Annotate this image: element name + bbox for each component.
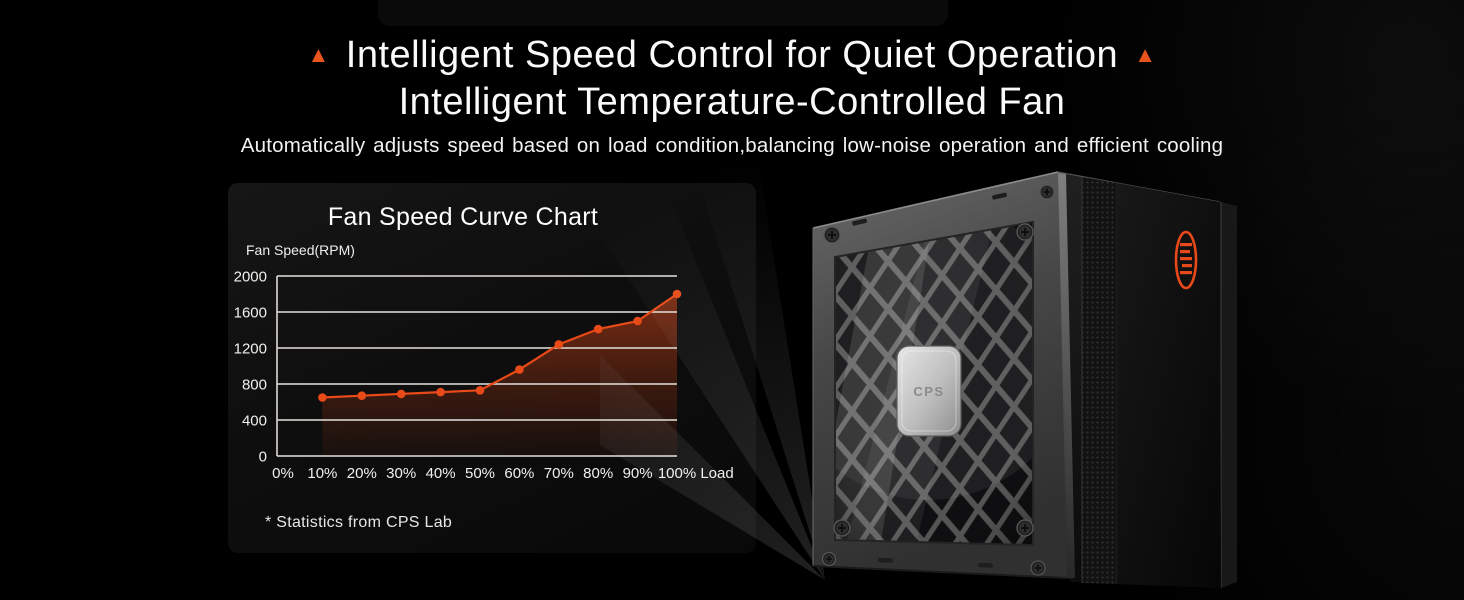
screw-icon: [1016, 223, 1034, 241]
ray: [600, 355, 825, 580]
area-fill: [322, 294, 677, 456]
x-tick-label: 80%: [583, 465, 613, 482]
edge-line: [1057, 171, 1221, 203]
ray: [685, 140, 825, 580]
y-tick-label: 1200: [234, 341, 267, 358]
chart-panel: Fan Speed Curve Chart Fan Speed(RPM) 0 40…: [228, 183, 756, 553]
slot: [992, 192, 1007, 200]
fan-speed-line-chart: 0 400 800 1200 1600 2000 0% 10% 20% 30% 40% 50% 60% 7…: [234, 269, 734, 483]
badge-text: CPS: [913, 384, 944, 399]
light-rays: [600, 140, 825, 580]
data-point-marker: [357, 391, 367, 400]
data-point-marker: [318, 393, 327, 402]
x-tick-label: 50%: [465, 465, 495, 482]
psu-back-edge: [1221, 202, 1237, 588]
y-tick-label: 1600: [234, 305, 267, 322]
triangle-icon-right: ▲: [1134, 42, 1157, 67]
page-title-text: Intelligent Speed Control for Quiet Oper…: [345, 34, 1119, 76]
y-tick-label: 800: [242, 377, 267, 394]
x-tick-label: 20%: [347, 465, 377, 482]
psu-vent-strip: [1082, 177, 1117, 584]
x-tick-label: 0%: [272, 465, 294, 482]
screw-icon: [821, 551, 837, 567]
x-tick-label: 70%: [544, 465, 574, 482]
x-tick-label: 60%: [504, 465, 534, 482]
x-tick-label: 30%: [386, 465, 416, 482]
psu-product-image: CPS: [812, 171, 1237, 588]
triangle-icon-left: ▲: [307, 42, 330, 67]
x-tick-label: 40%: [426, 465, 456, 482]
page-subtitle: Intelligent Temperature-Controlled Fan: [398, 81, 1066, 123]
x-tick-label: 10%: [307, 465, 337, 482]
screw-icon: [833, 519, 851, 537]
screw-icon: [1030, 560, 1046, 576]
data-point-marker: [436, 387, 445, 397]
slot: [877, 557, 893, 563]
edge-line: [812, 565, 1068, 579]
data-point-marker: [515, 365, 524, 374]
grille-frame: [834, 220, 1034, 547]
data-point-marker: [633, 316, 642, 326]
frame-slots: [852, 192, 1007, 568]
chart-footnote: * Statistics from CPS Lab: [265, 514, 453, 531]
top-decor-bar: [378, 0, 948, 26]
data-point-marker: [396, 389, 406, 399]
screw-icon: [1039, 184, 1055, 200]
y-axis-title: Fan Speed(RPM): [246, 242, 355, 258]
cps-logo-icon: [1174, 230, 1198, 290]
fan-speed-line: [321, 292, 679, 399]
data-point-marker: [593, 324, 603, 334]
y-tick-label: 400: [242, 413, 267, 430]
screw-icon: [823, 226, 841, 244]
screws: [821, 184, 1055, 576]
psu-side-panel: [1117, 183, 1221, 588]
edge-line: [812, 171, 1059, 229]
ray: [600, 168, 825, 580]
page-title: ▲ Intelligent Speed Control for Quiet Ope…: [0, 34, 1464, 77]
fan-hub-badge: CPS: [896, 345, 962, 437]
y-tick-label: 2000: [234, 269, 267, 286]
data-point-marker: [475, 386, 485, 395]
screw-icon: [1016, 519, 1034, 537]
slot: [977, 562, 993, 568]
y-tick-label: 0: [259, 449, 267, 466]
chart-title: Fan Speed Curve Chart: [327, 203, 599, 231]
data-point-marker: [554, 340, 564, 349]
slot: [852, 218, 867, 226]
